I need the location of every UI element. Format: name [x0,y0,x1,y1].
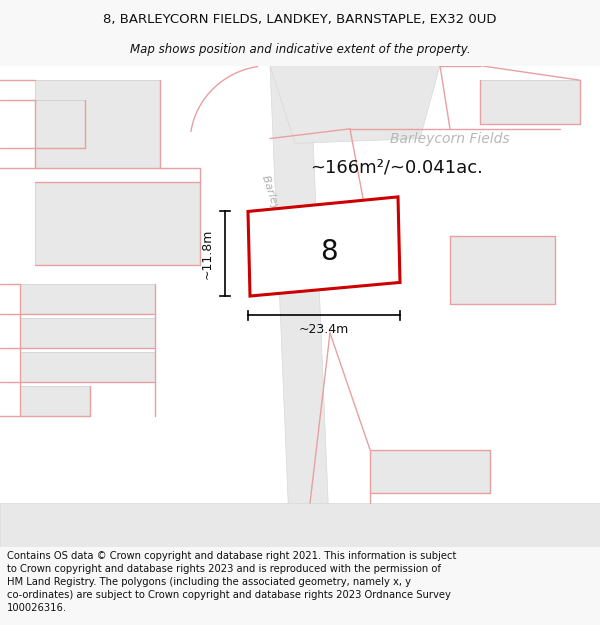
Text: 8, BARLEYCORN FIELDS, LANDKEY, BARNSTAPLE, EX32 0UD: 8, BARLEYCORN FIELDS, LANDKEY, BARNSTAPL… [103,13,497,26]
Polygon shape [248,197,400,296]
Polygon shape [270,66,440,143]
Polygon shape [480,80,580,124]
Text: 8: 8 [320,238,338,266]
Text: ~11.8m: ~11.8m [200,229,214,279]
Polygon shape [270,66,330,547]
Text: Contains OS data © Crown copyright and database right 2021. This information is : Contains OS data © Crown copyright and d… [7,551,457,612]
Text: Barleycorn Flds: Barleycorn Flds [260,174,296,259]
Text: ~166m²/~0.041ac.: ~166m²/~0.041ac. [310,159,483,177]
Polygon shape [370,449,490,493]
Text: Map shows position and indicative extent of the property.: Map shows position and indicative extent… [130,42,470,56]
Polygon shape [0,503,600,547]
Polygon shape [35,182,200,265]
Polygon shape [20,352,155,382]
Polygon shape [20,284,155,314]
Text: Barleycorn Fields: Barleycorn Fields [390,131,510,146]
Polygon shape [20,318,155,348]
Polygon shape [35,80,160,168]
Polygon shape [450,236,555,304]
Polygon shape [20,386,90,416]
Text: ~23.4m: ~23.4m [299,322,349,336]
Polygon shape [35,99,85,148]
